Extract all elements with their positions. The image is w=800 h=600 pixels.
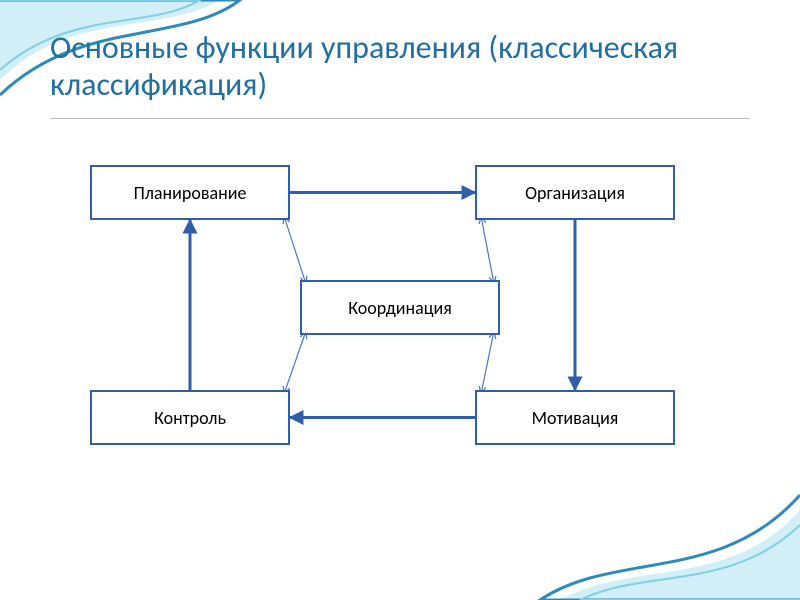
slide: Основные функции управления (классическа… bbox=[0, 0, 800, 600]
node-label: Координация bbox=[348, 297, 452, 319]
node-organization: Организация bbox=[475, 165, 675, 220]
title-underline bbox=[50, 118, 750, 119]
node-motivation: Мотивация bbox=[475, 390, 675, 445]
slide-title: Основные функции управления (классическа… bbox=[50, 30, 740, 104]
node-coordination: Координация bbox=[300, 280, 500, 335]
node-planning: Планирование bbox=[90, 165, 290, 220]
node-label: Планирование bbox=[134, 182, 247, 204]
node-label: Организация bbox=[525, 182, 625, 204]
node-label: Контроль bbox=[154, 407, 226, 429]
decorative-wave-bottom-right bbox=[520, 470, 800, 600]
node-label: Мотивация bbox=[532, 407, 619, 429]
node-control: Контроль bbox=[90, 390, 290, 445]
